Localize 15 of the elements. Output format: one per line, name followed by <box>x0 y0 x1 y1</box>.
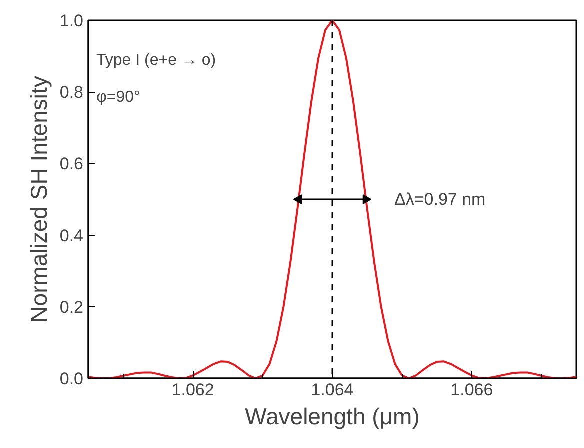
y-tick-label: 0.2 <box>60 298 84 317</box>
y-tick-label: 1.0 <box>60 12 84 30</box>
x-tick-label: 1.064 <box>311 380 354 400</box>
y-tick-label: 0.6 <box>60 154 84 174</box>
annotation: Δλ=0.97 nm <box>394 190 486 209</box>
y-tick-label: 0.0 <box>60 370 84 388</box>
x-tick-label: 1.066 <box>450 380 494 400</box>
y-axis-title: Normalized SH Intensity <box>26 76 52 323</box>
y-tick-label: 0.8 <box>60 83 84 102</box>
line-series <box>88 20 576 378</box>
y-tick-label: 0.4 <box>60 226 84 246</box>
annotation: Type I (e+e → o) <box>96 52 216 69</box>
x-tick-label: 1.062 <box>172 380 214 400</box>
annotation: φ=90° <box>96 89 140 106</box>
x-axis-title: Wavelength (μm) <box>245 404 420 430</box>
